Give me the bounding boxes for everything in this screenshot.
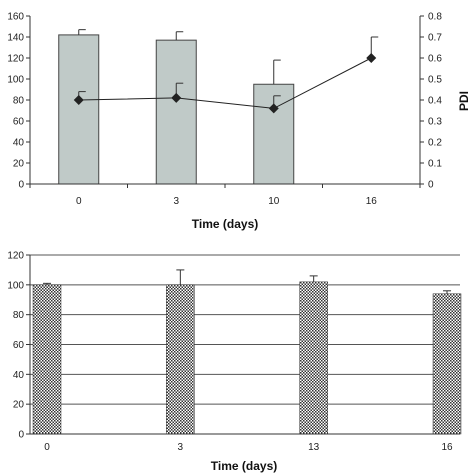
- bottom-chart-error-bars: [43, 269, 451, 294]
- bottom-chart-x-tick-label: 3: [178, 442, 184, 453]
- top-chart-left-tick-label: 20: [13, 159, 25, 170]
- top-chart-right-tick-label: 0.8: [428, 12, 442, 23]
- top-chart-right-axis-title: PDI: [457, 91, 471, 111]
- bottom-chart-bar: [166, 284, 195, 435]
- bottom-chart-y-tick-label: 60: [13, 340, 25, 351]
- top-chart-left-tick-label: 40: [13, 138, 25, 149]
- bottom-chart: 0 20 40 60 80 100 120 0 3 13 16 Time (days): [7, 251, 462, 473]
- top-chart-x-tick-label: 0: [76, 196, 82, 207]
- top-chart-right-axis-ticks: 0 0.1 0.2 0.3 0.4 0.5 0.6 0.7 0.8: [420, 12, 442, 191]
- bottom-chart-y-tick-label: 120: [7, 251, 24, 262]
- bottom-chart-y-axis-ticks: 0 20 40 60 80 100 120: [7, 251, 30, 441]
- bottom-chart-x-tick-label: 16: [441, 442, 453, 453]
- top-chart-left-axis-ticks: 0 20 40 60 80 100 120 140 160: [7, 12, 30, 191]
- top-chart-bar: [58, 34, 100, 185]
- bottom-chart-gridlines: [30, 254, 460, 405]
- top-chart-left-tick-label: 140: [7, 33, 24, 44]
- bottom-chart-y-tick-label: 20: [13, 400, 25, 411]
- top-chart-bar-error-bars: [78, 29, 281, 85]
- bottom-chart-y-tick-label: 40: [13, 370, 25, 381]
- top-chart-x-tick-label: 10: [268, 196, 280, 207]
- top-chart-pdi-point: [171, 92, 182, 103]
- top-chart-left-tick-label: 60: [13, 117, 25, 128]
- bottom-chart-y-tick-label: 100: [7, 280, 24, 291]
- top-chart-x-axis-ticks: 0 3 10 16: [29, 184, 421, 207]
- top-chart-pdi-point: [268, 103, 279, 114]
- top-chart-pdi-line: [73, 36, 379, 114]
- top-chart-right-tick-label: 0.7: [428, 33, 442, 44]
- top-chart-right-tick-label: 0.2: [428, 138, 442, 149]
- top-chart-right-tick-label: 0.1: [428, 159, 442, 170]
- bottom-chart-y-tick-label: 0: [18, 430, 24, 441]
- bottom-chart-y-tick-label: 80: [13, 310, 25, 321]
- bottom-chart-x-axis-ticks: 0 3 13 16: [44, 442, 453, 453]
- top-chart-left-tick-label: 100: [7, 75, 24, 86]
- top-chart-bars: [58, 34, 295, 185]
- top-chart-left-tick-label: 120: [7, 54, 24, 65]
- bottom-chart-x-axis-title: Time (days): [211, 459, 277, 473]
- top-chart-right-tick-label: 0: [428, 180, 434, 191]
- top-chart-x-axis-title: Time (days): [192, 217, 258, 231]
- top-chart-right-tick-label: 0.5: [428, 75, 442, 86]
- top-chart-pdi-point: [366, 53, 377, 63]
- bottom-chart-x-tick-label: 13: [308, 442, 320, 453]
- bottom-chart-bar: [432, 293, 462, 435]
- top-chart-x-tick-label: 3: [173, 196, 179, 207]
- top-chart-right-tick-label: 0.4: [428, 96, 442, 107]
- bottom-chart-bar: [32, 284, 62, 435]
- bottom-chart-bar: [299, 281, 328, 435]
- top-chart-right-tick-label: 0.6: [428, 54, 442, 65]
- top-chart-right-tick-label: 0.3: [428, 117, 442, 128]
- bottom-chart-x-tick-label: 0: [44, 442, 50, 453]
- top-chart-pdi-point: [73, 95, 84, 105]
- top-chart-left-tick-label: 0: [18, 180, 24, 191]
- top-chart-pdi-series-line: [78, 57, 372, 109]
- bottom-chart-bars: [32, 281, 462, 435]
- top-chart-x-tick-label: 16: [366, 196, 378, 207]
- top-chart-bar: [155, 39, 197, 185]
- top-chart-left-tick-label: 80: [13, 96, 25, 107]
- top-chart-left-tick-label: 160: [7, 12, 24, 23]
